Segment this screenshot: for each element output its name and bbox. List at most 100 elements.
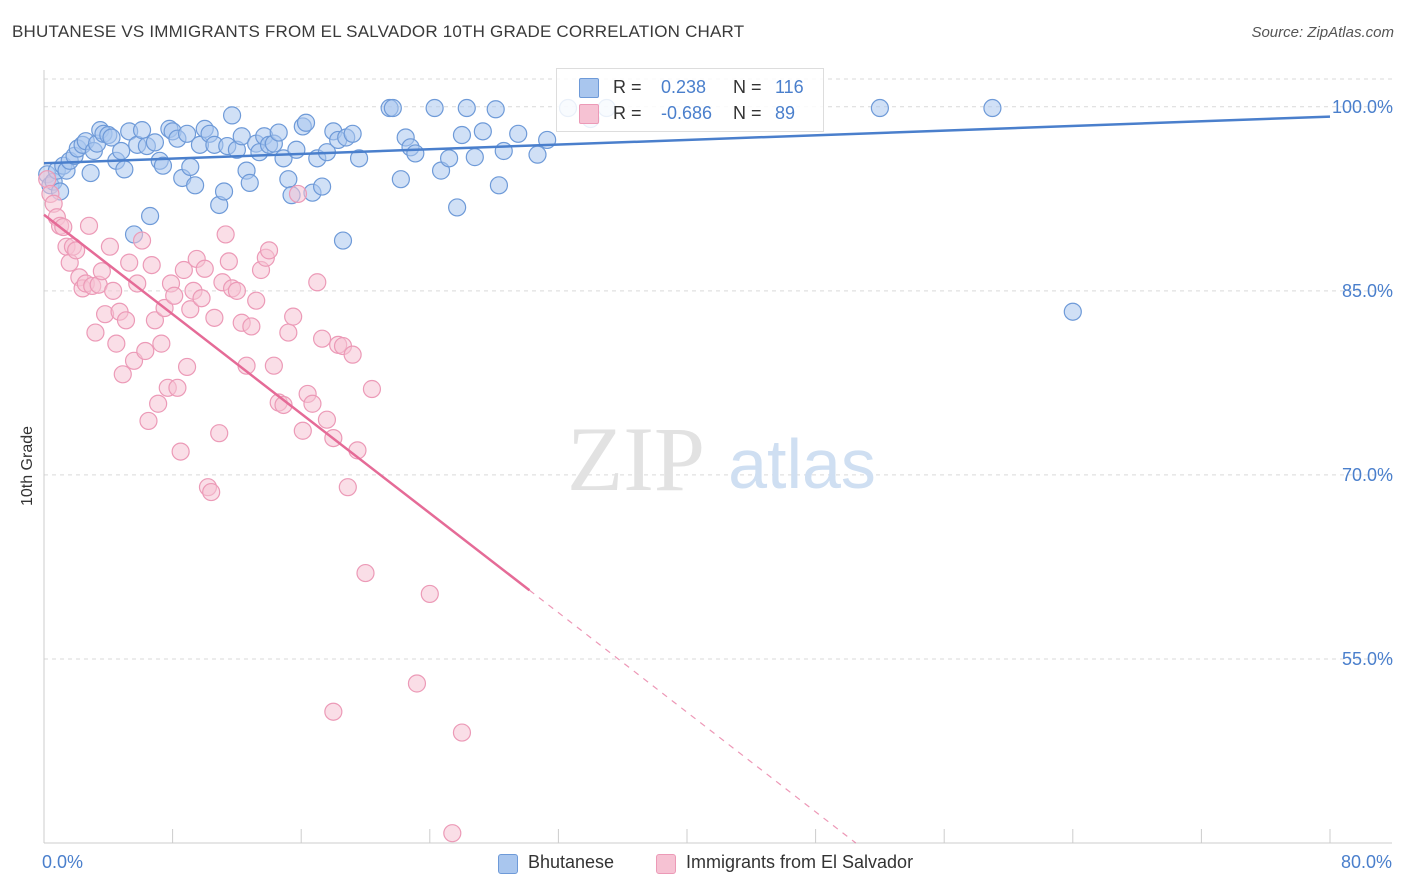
watermark-atlas: atlas [728, 425, 876, 503]
el-salvador-point [293, 421, 312, 440]
bhutanese-point [112, 141, 131, 161]
y-axis-label-wrap: 10th Grade [18, 426, 38, 506]
el-salvador-point [92, 262, 111, 281]
el-salvador-point [116, 311, 136, 330]
legend-swatch-bhutanese [579, 78, 599, 98]
watermark-zip: ZIP [567, 408, 705, 510]
el-salvador-point [192, 289, 211, 308]
el-salvador-point [128, 274, 147, 293]
watermark: ZIP atlas [567, 408, 876, 510]
legend-r-value: -0.686 [661, 103, 713, 123]
bhutanese-point [1063, 302, 1082, 321]
legend-label-el-salvador: Immigrants from El Salvador [686, 852, 914, 872]
el-salvador-point [195, 259, 214, 278]
bhutanese-point [406, 144, 425, 163]
el-salvador-point [132, 231, 152, 250]
el-salvador-point [205, 308, 224, 327]
el-salvador-point [120, 253, 139, 272]
el-salvador-point [139, 411, 158, 431]
series-legend: Bhutanese Immigrants from El Salvador [0, 852, 1406, 878]
legend-r-label: R = [613, 77, 642, 97]
bhutanese-point [240, 173, 259, 192]
y-tick-label: 100.0% [1332, 97, 1393, 117]
el-salvador-point [202, 482, 221, 502]
bhutanese-point [214, 182, 234, 201]
el-salvador-point [100, 237, 120, 256]
bhutanese-point [140, 206, 160, 226]
el-salvador-point [247, 291, 266, 310]
bhutanese-point [509, 124, 528, 143]
bhutanese-point [145, 133, 165, 152]
source-label: Source: ZipAtlas.com [1251, 24, 1394, 41]
stats-legend: R = 0.238 N = 116 R = -0.686 N = 89 [556, 68, 824, 132]
el-salvador-point [171, 442, 190, 461]
bhutanese-trend-line [43, 115, 1331, 165]
el-salvador-point [219, 252, 238, 271]
bhutanese-point [425, 98, 444, 118]
el-salvador-point [107, 334, 126, 353]
el-salvador-point [149, 394, 168, 413]
legend-n-label: N = [733, 103, 762, 123]
el-salvador-point [210, 424, 229, 443]
el-salvador-point [264, 356, 283, 375]
legend-n-value: 89 [775, 103, 796, 123]
legend-swatch-bhutanese [498, 854, 518, 874]
bhutanese-point [457, 98, 476, 118]
el-salvador-point [67, 241, 86, 260]
bhutanese-point [870, 98, 890, 118]
bhutanese-point [153, 156, 173, 175]
el-salvador-point [356, 563, 375, 583]
bhutanese-point [115, 160, 134, 179]
el-salvador-point [407, 674, 427, 693]
bhutanese-point [81, 163, 100, 183]
el-salvador-point [284, 307, 303, 326]
el-salvador-point [242, 317, 261, 336]
el-salvador-point [136, 341, 155, 361]
legend-r-value: 0.238 [661, 77, 707, 97]
trend-layer [43, 115, 1331, 844]
bhutanese-point [349, 149, 369, 168]
el-salvador-point [113, 365, 132, 384]
bhutanese-point [439, 149, 459, 168]
el-salvador-point [177, 357, 197, 377]
el-salvador-point [317, 410, 337, 429]
el-salvador-point [152, 334, 171, 353]
bhutanese-point [132, 121, 152, 140]
x-tick-min: 0.0% [42, 852, 84, 872]
bhutanese-point [269, 123, 288, 142]
bhutanese-point [494, 141, 513, 161]
el-salvador-point [343, 345, 362, 364]
bhutanese-point [473, 122, 492, 141]
el-salvador-point [279, 323, 298, 342]
el-salvador-point [303, 394, 322, 413]
bhutanese-point [296, 113, 316, 132]
legend-n-value: 116 [775, 77, 804, 97]
y-tick-labels: 100.0% 85.0% 70.0% 55.0% [1332, 97, 1393, 669]
x-tick-max: 80.0% [1340, 852, 1392, 872]
el-salvador-point [420, 584, 439, 604]
bhutanese-point [452, 125, 472, 145]
el-salvador-point [288, 184, 308, 204]
el-salvador-point [54, 217, 73, 237]
el-salvador-point [86, 323, 105, 342]
bhutanese-point [465, 148, 484, 167]
bhutanese-point [232, 127, 251, 146]
el-salvador-point [79, 216, 99, 235]
y-tick-label: 55.0% [1342, 649, 1393, 669]
chart-title: BHUTANESE VS IMMIGRANTS FROM EL SALVADOR… [12, 22, 745, 41]
el-salvador-point [443, 824, 462, 843]
el-salvador-point [362, 379, 382, 399]
legend-swatch-el-salvador [656, 854, 676, 874]
bhutanese-point [287, 140, 306, 159]
legend-n-label: N = [733, 77, 762, 97]
el-salvador-point [216, 225, 235, 244]
bhutanese-point [983, 98, 1002, 118]
el-salvador-point [104, 281, 123, 300]
points-layer [38, 98, 1082, 843]
el-salvador-point [274, 395, 293, 415]
el-salvador-point [165, 286, 184, 305]
bhutanese-point [448, 198, 467, 217]
bhutanese-point [343, 124, 362, 143]
bhutanese-point [391, 170, 410, 189]
el-salvador-point [142, 255, 161, 275]
